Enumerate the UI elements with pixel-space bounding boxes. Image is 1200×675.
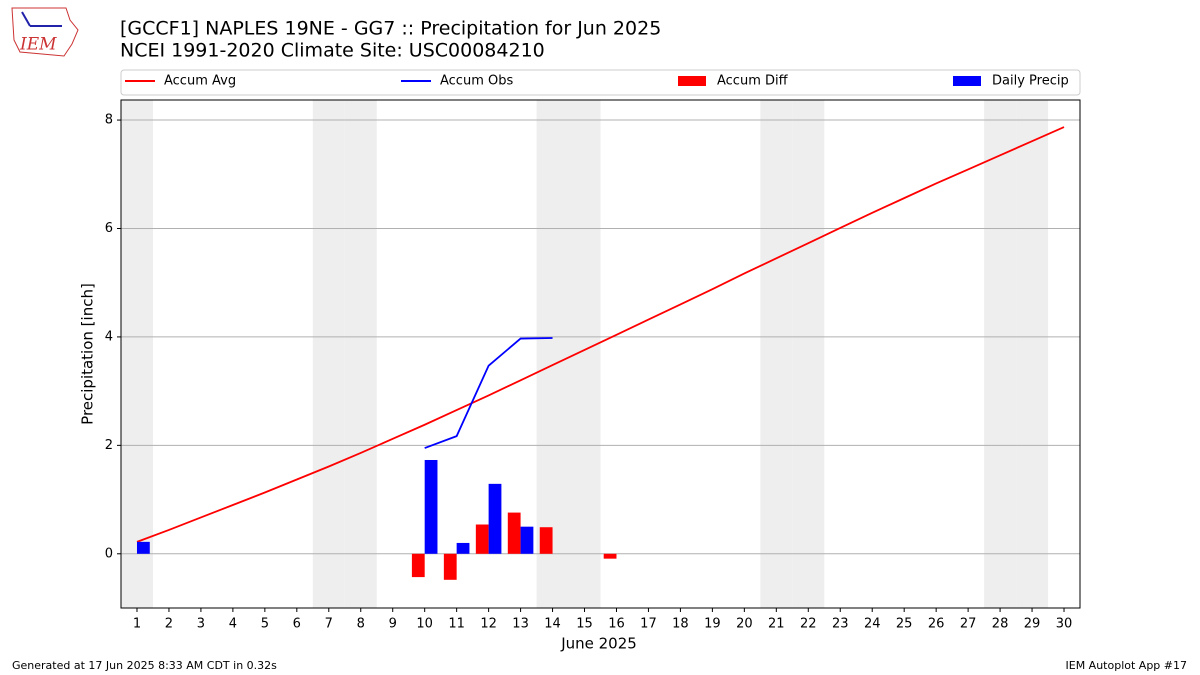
chart-title: [GCCF1] NAPLES 19NE - GG7 :: Precipitati… <box>120 18 661 40</box>
plot-area <box>121 119 1080 580</box>
x-tick-label: 26 <box>928 617 945 632</box>
y-tick-label: 6 <box>105 221 113 236</box>
legend-label: Accum Avg <box>164 74 236 89</box>
x-tick-label: 28 <box>992 617 1009 632</box>
weekend-band <box>344 100 377 608</box>
bar <box>488 483 502 554</box>
y-tick-label: 4 <box>105 329 113 344</box>
logo-text: IEM <box>19 35 57 55</box>
bar <box>539 527 553 554</box>
y-tick-label: 0 <box>105 546 113 561</box>
weekend-band <box>760 100 793 608</box>
bar <box>507 512 521 554</box>
weekend-band <box>312 100 345 608</box>
line-series <box>424 337 553 449</box>
x-tick-label: 1 <box>133 617 141 632</box>
y-tick-label: 2 <box>105 438 113 453</box>
x-tick-label: 12 <box>480 617 497 632</box>
x-tick-label: 10 <box>416 617 433 632</box>
x-tick-label: 9 <box>389 617 397 632</box>
axes-frame <box>120 99 1081 609</box>
x-tick-label: 24 <box>864 617 881 632</box>
bar <box>520 526 534 554</box>
legend <box>120 69 1081 96</box>
bar <box>424 459 438 554</box>
x-tick-label: 23 <box>832 617 849 632</box>
bar <box>136 541 150 554</box>
x-tick-label: 11 <box>448 617 465 632</box>
logo-outline <box>11 7 79 57</box>
bar <box>411 553 425 578</box>
chart-subtitle: NCEI 1991-2020 Climate Site: USC00084210 <box>120 40 545 62</box>
bar <box>603 553 617 559</box>
weekend-band <box>984 100 1017 608</box>
x-tick-label: 29 <box>1024 617 1041 632</box>
logo-icon <box>21 11 31 27</box>
x-tick-label: 3 <box>197 617 205 632</box>
x-tick-label: 15 <box>576 617 593 632</box>
x-tick-label: 30 <box>1056 617 1073 632</box>
weekend-band <box>1016 100 1049 608</box>
x-tick-label: 6 <box>293 617 301 632</box>
footer-left: Generated at 17 Jun 2025 8:33 AM CDT in … <box>12 659 277 672</box>
logo: IEM <box>11 7 79 57</box>
x-tick-label: 22 <box>800 617 817 632</box>
x-tick-label: 17 <box>640 617 657 632</box>
legend-label: Accum Obs <box>440 74 513 89</box>
y-tick-label: 8 <box>105 113 113 128</box>
legend-swatch <box>953 76 981 86</box>
x-tick-label: 7 <box>325 617 333 632</box>
x-tick-label: 25 <box>896 617 913 632</box>
x-tick-label: 18 <box>672 617 689 632</box>
bar <box>443 553 457 580</box>
x-tick-label: 19 <box>704 617 721 632</box>
weekend-band <box>121 100 153 608</box>
x-tick-label: 16 <box>608 617 625 632</box>
bar <box>456 542 470 554</box>
x-tick-label: 8 <box>357 617 365 632</box>
x-tick-label: 14 <box>544 617 561 632</box>
legend-label: Daily Precip <box>992 74 1069 89</box>
legend-label: Accum Diff <box>717 74 789 89</box>
x-tick-label: 5 <box>261 617 269 632</box>
y-axis-label: Precipitation [inch] <box>79 283 97 425</box>
line-series <box>136 126 1065 543</box>
x-axis-label: June 2025 <box>560 635 637 653</box>
weekend-band <box>792 100 825 608</box>
bar <box>475 524 489 554</box>
footer-right: IEM Autoplot App #17 <box>1066 659 1188 672</box>
weekend-shading <box>121 100 1049 608</box>
legend-swatch <box>678 76 706 86</box>
x-tick-label: 21 <box>768 617 785 632</box>
x-tick-label: 2 <box>165 617 173 632</box>
x-tick-label: 13 <box>512 617 529 632</box>
x-tick-label: 27 <box>960 617 977 632</box>
weekend-band <box>536 100 569 608</box>
x-tick-label: 4 <box>229 617 237 632</box>
weekend-band <box>568 100 601 608</box>
x-tick-label: 20 <box>736 617 753 632</box>
